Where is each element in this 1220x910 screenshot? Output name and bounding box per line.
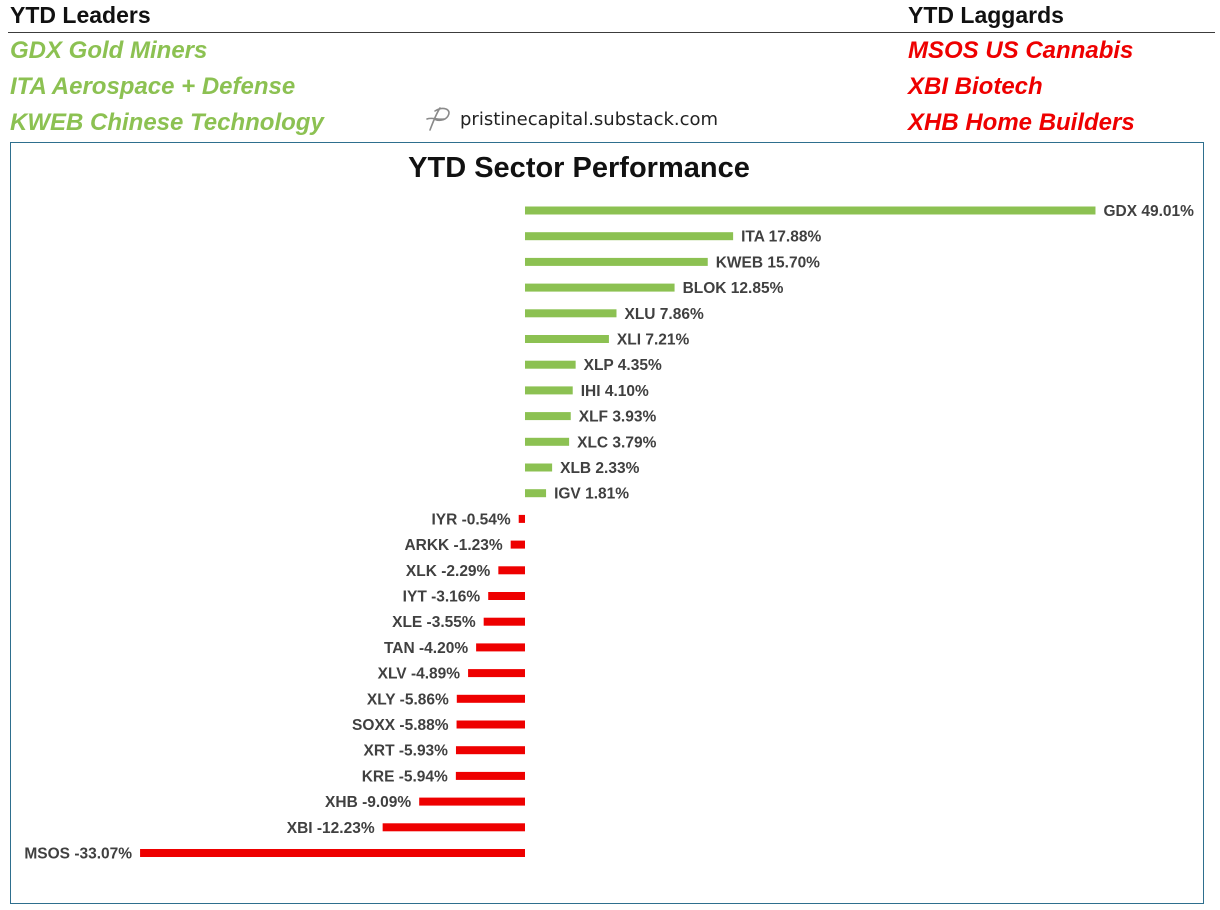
data-label-xlp: XLP 4.35% bbox=[584, 357, 662, 374]
laggards-title: YTD Laggards bbox=[908, 2, 1064, 28]
bar-gdx bbox=[525, 206, 1096, 215]
data-label-ita: ITA 17.88% bbox=[741, 229, 821, 246]
bar-xlb bbox=[525, 463, 553, 472]
bar-xhb bbox=[419, 797, 525, 806]
leader-item: GDX Gold Miners bbox=[10, 37, 208, 64]
data-label-xlb: XLB 2.33% bbox=[560, 460, 639, 477]
bar-kre bbox=[455, 771, 525, 780]
bar-xlk bbox=[498, 566, 525, 575]
chart-title: YTD Sector Performance bbox=[408, 152, 750, 184]
bar-xlu bbox=[525, 309, 617, 318]
leader-item: ITA Aerospace + Defense bbox=[10, 73, 296, 100]
data-label-xlk: XLK -2.29% bbox=[406, 563, 491, 580]
bar-iyt bbox=[488, 592, 525, 600]
data-label-msos: MSOS -33.07% bbox=[24, 846, 132, 863]
data-label-xle: XLE -3.55% bbox=[392, 614, 476, 631]
data-label-gdx: GDX 49.01% bbox=[1103, 203, 1194, 220]
chart-frame bbox=[10, 142, 1204, 904]
bar-tan bbox=[476, 643, 525, 652]
bar-xle bbox=[483, 617, 525, 626]
bar-arkk bbox=[510, 540, 525, 549]
data-label-xbi: XBI -12.23% bbox=[287, 820, 375, 837]
bar-xlv bbox=[468, 669, 525, 678]
bar-xly bbox=[456, 694, 525, 703]
data-label-xlc: XLC 3.79% bbox=[577, 434, 656, 451]
data-label-xli: XLI 7.21% bbox=[617, 332, 690, 349]
data-label-iyt: IYT -3.16% bbox=[403, 589, 481, 606]
bar-xbi bbox=[382, 823, 525, 832]
bar-blok bbox=[525, 283, 675, 292]
data-label-xlf: XLF 3.93% bbox=[579, 409, 657, 426]
bar-group: GDX 49.01% ITA 17.88% KWEB 15.70% BLOK 12.8… bbox=[24, 203, 1194, 863]
data-label-iyr: IYR -0.54% bbox=[431, 511, 510, 528]
data-label-igv: IGV 1.81% bbox=[554, 486, 629, 503]
bar-xrt bbox=[455, 746, 525, 755]
data-label-kre: KRE -5.94% bbox=[362, 768, 448, 785]
laggard-item: XHB Home Builders bbox=[908, 109, 1135, 136]
pristine-logo-icon bbox=[426, 107, 450, 131]
watermark: pristinecapital.substack.com bbox=[424, 104, 718, 134]
bar-iyr bbox=[518, 514, 525, 523]
data-label-soxx: SOXX -5.88% bbox=[352, 717, 449, 734]
header-row: YTD Leaders YTD Laggards bbox=[8, 0, 1215, 33]
data-label-xlu: XLU 7.86% bbox=[624, 306, 703, 323]
bar-ihi bbox=[525, 386, 573, 395]
laggard-item: XBI Biotech bbox=[908, 73, 1043, 100]
data-label-xrt: XRT -5.93% bbox=[364, 743, 449, 760]
bar-soxx bbox=[456, 720, 525, 729]
data-label-kweb: KWEB 15.70% bbox=[716, 254, 820, 271]
data-label-ihi: IHI 4.10% bbox=[581, 383, 649, 400]
data-label-xly: XLY -5.86% bbox=[367, 691, 449, 708]
data-label-arkk: ARKK -1.23% bbox=[404, 537, 502, 554]
bar-xlf bbox=[525, 412, 571, 421]
data-label-blok: BLOK 12.85% bbox=[683, 280, 784, 297]
watermark-text: pristinecapital.substack.com bbox=[460, 108, 719, 130]
bar-kweb bbox=[525, 257, 708, 266]
bar-xlc bbox=[525, 437, 570, 446]
leader-item: KWEB Chinese Technology bbox=[10, 109, 324, 136]
data-label-xhb: XHB -9.09% bbox=[325, 794, 411, 811]
bar-xli bbox=[525, 335, 609, 343]
bar-ita bbox=[525, 232, 734, 241]
leaders-title: YTD Leaders bbox=[10, 2, 151, 28]
data-label-tan: TAN -4.20% bbox=[384, 640, 468, 657]
bar-msos bbox=[140, 849, 526, 857]
data-label-xlv: XLV -4.89% bbox=[378, 666, 461, 683]
bar-igv bbox=[525, 489, 547, 498]
laggard-item: MSOS US Cannabis bbox=[908, 37, 1134, 64]
bar-xlp bbox=[525, 360, 576, 369]
